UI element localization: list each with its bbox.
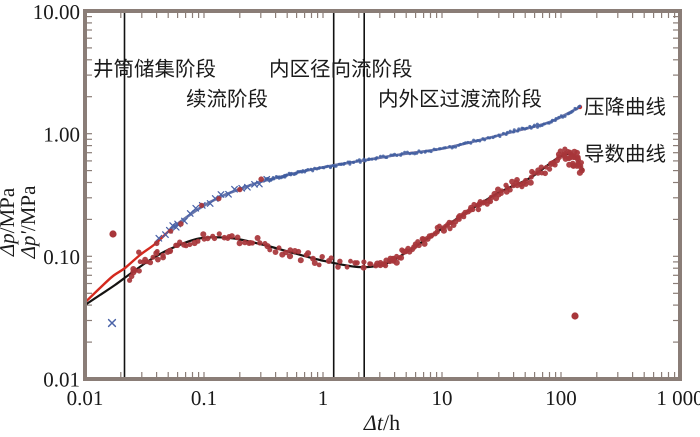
- svg-text:10.00: 10.00: [33, 0, 80, 24]
- svg-text:内外区过渡流阶段: 内外区过渡流阶段: [378, 88, 542, 111]
- svg-text:续流阶段: 续流阶段: [186, 88, 268, 111]
- svg-text:Δp'/MPa: Δp'/MPa: [16, 185, 40, 260]
- svg-text:压降曲线: 压降曲线: [584, 96, 666, 119]
- svg-text:1: 1: [318, 386, 329, 410]
- svg-text:Δt/h: Δt/h: [363, 410, 400, 435]
- svg-text:100: 100: [545, 386, 577, 410]
- svg-text:0.10: 0.10: [43, 245, 80, 269]
- svg-text:10: 10: [432, 386, 453, 410]
- svg-text:导数曲线: 导数曲线: [584, 143, 666, 166]
- svg-text:0.1: 0.1: [191, 386, 217, 410]
- svg-text:内区径向流阶段: 内区径向流阶段: [269, 58, 413, 81]
- svg-text:1 000: 1 000: [656, 386, 700, 410]
- svg-text:0.01: 0.01: [67, 386, 104, 410]
- svg-text:井筒储集阶段: 井筒储集阶段: [93, 58, 216, 81]
- svg-text:1.00: 1.00: [43, 123, 80, 147]
